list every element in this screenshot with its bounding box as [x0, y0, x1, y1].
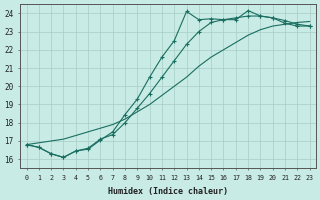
X-axis label: Humidex (Indice chaleur): Humidex (Indice chaleur): [108, 187, 228, 196]
